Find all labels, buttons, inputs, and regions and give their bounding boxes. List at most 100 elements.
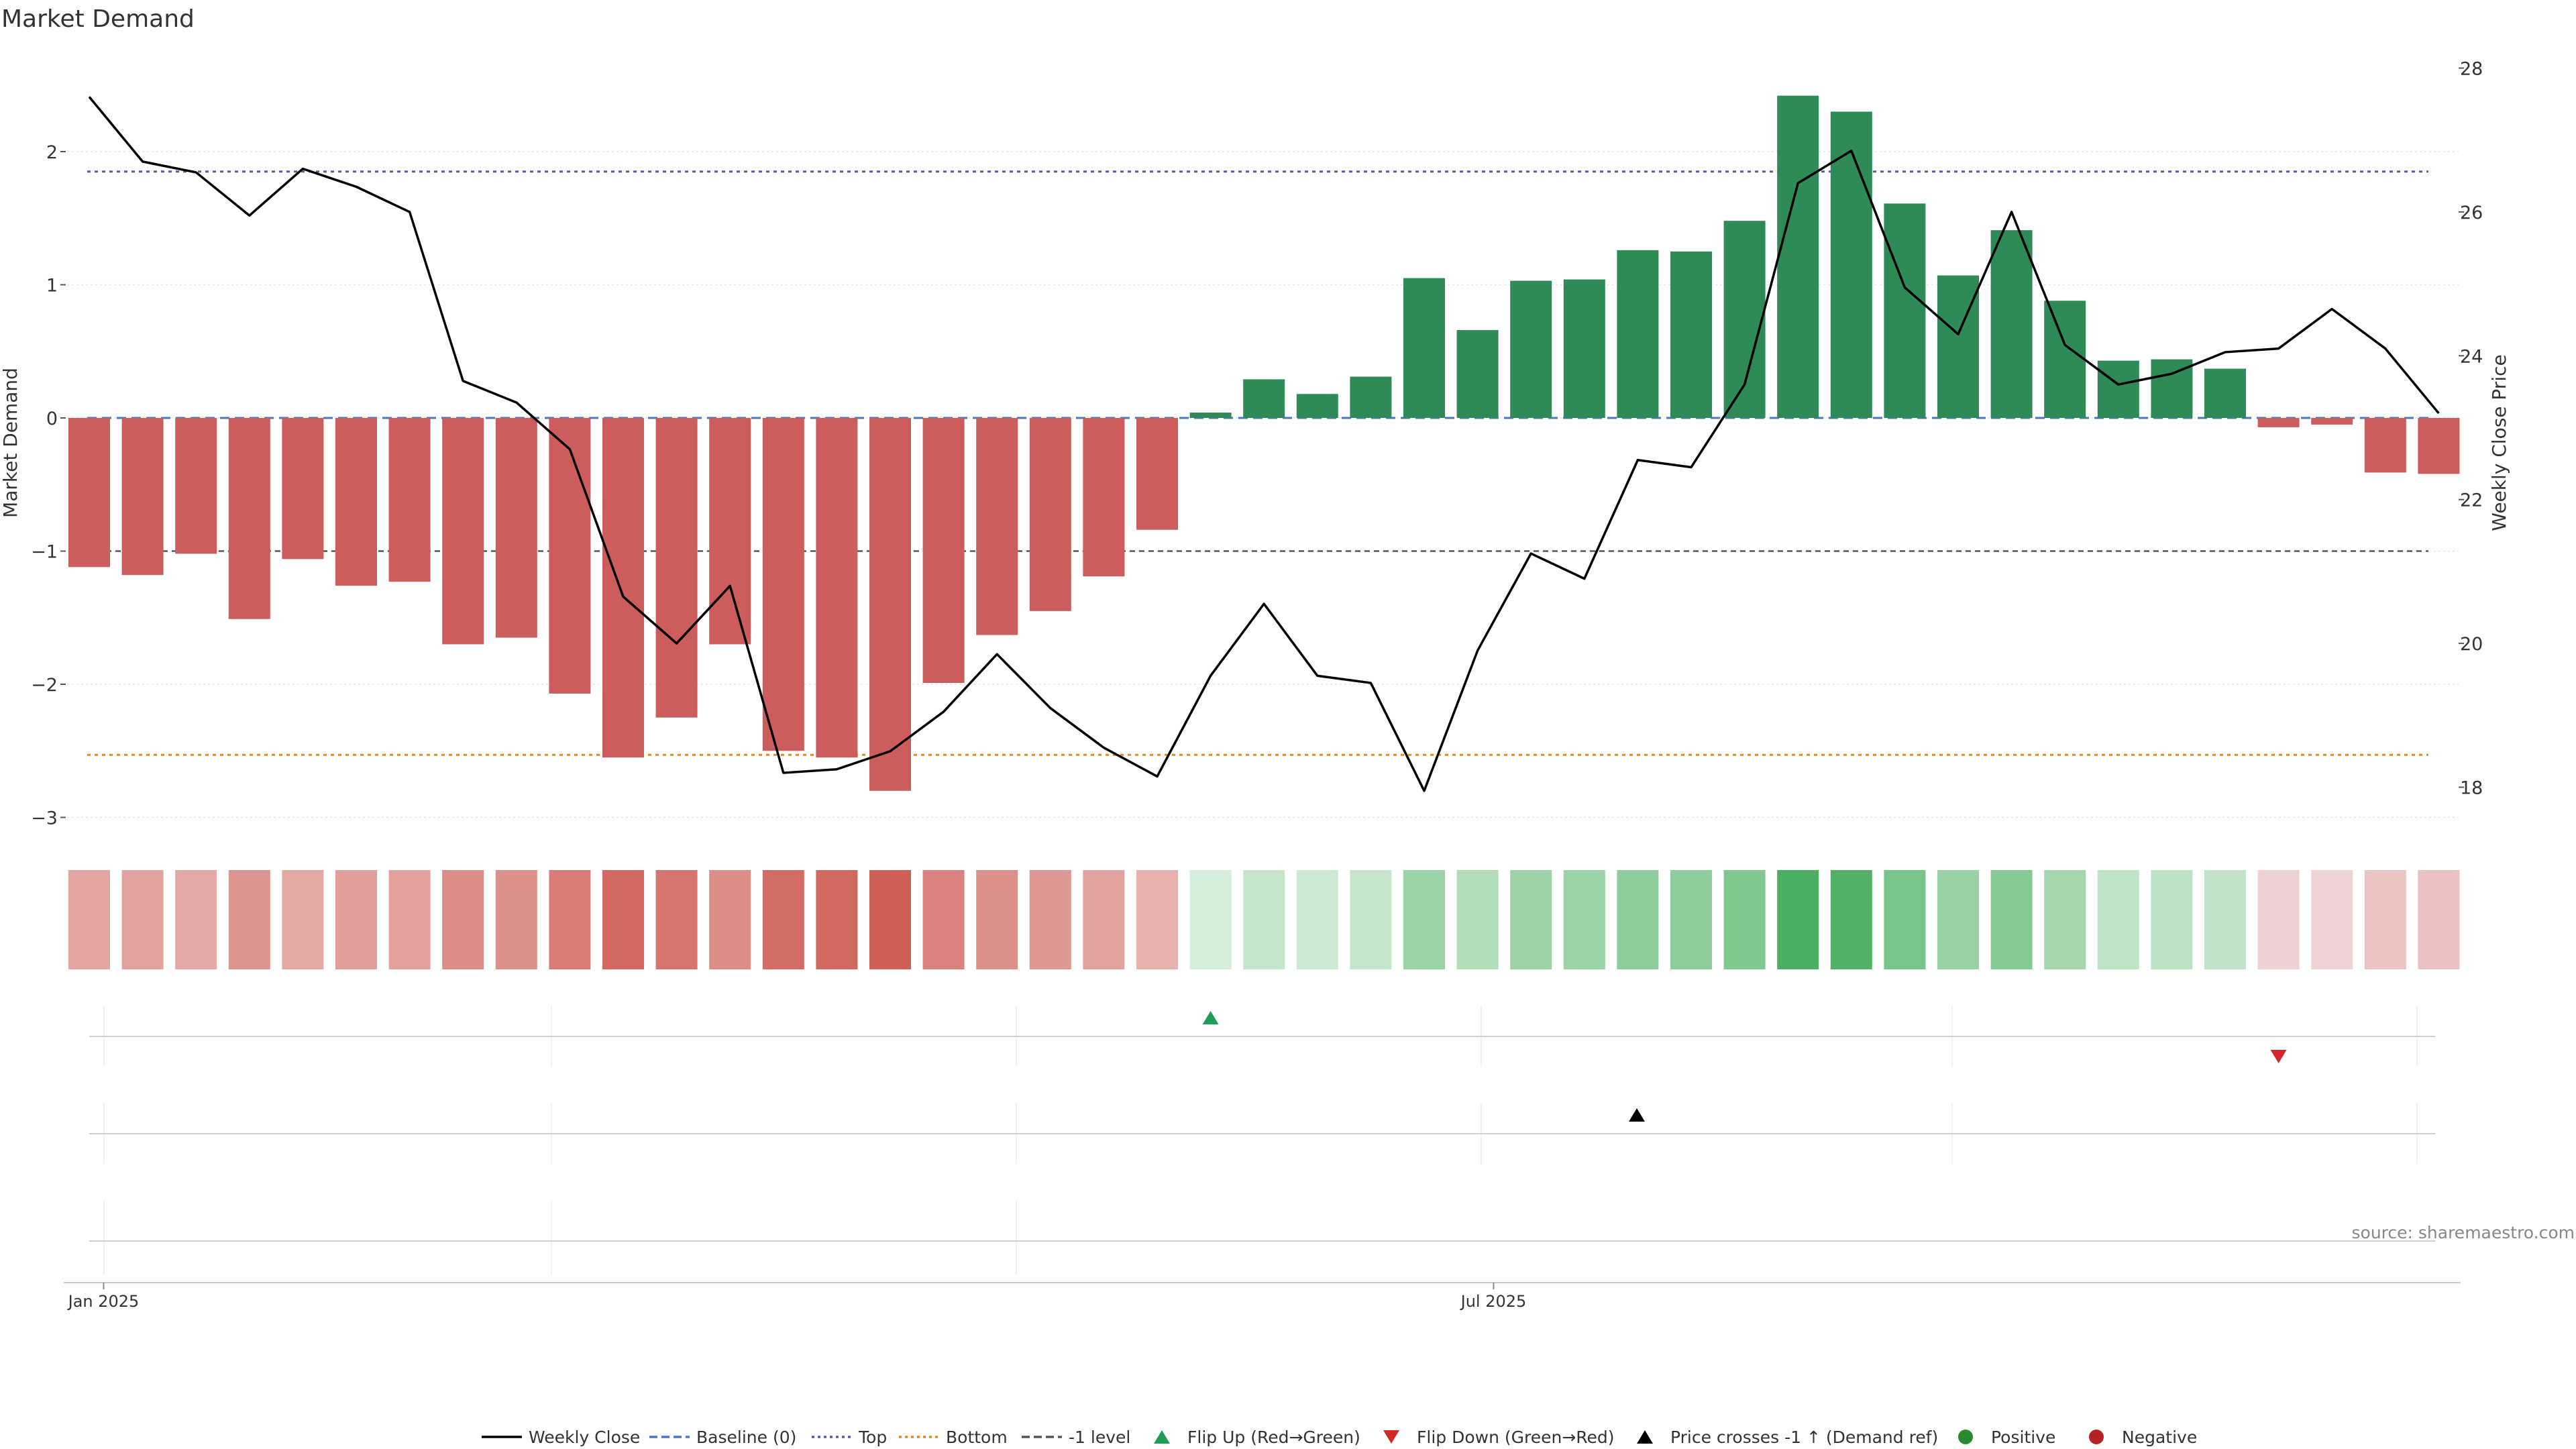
heat-cell	[1189, 870, 1232, 969]
legend-item: Price crosses -1 ↑ (Demand ref)	[1637, 1428, 1938, 1447]
flip-down-marker	[2270, 1050, 2287, 1063]
heat-cell	[1563, 870, 1605, 969]
legend-item: Weekly Close	[482, 1428, 640, 1447]
demand-bar	[816, 418, 858, 758]
demand-bar	[602, 418, 644, 758]
heat-cell	[1029, 870, 1071, 969]
legend-swatch	[1154, 1430, 1170, 1444]
demand-bars	[68, 95, 2460, 791]
legend-item: Flip Up (Red→Green)	[1154, 1428, 1360, 1447]
demand-bar	[2257, 418, 2300, 427]
right-axis: 18 20 22 24 26 28	[2459, 59, 2483, 799]
demand-heat-strip	[68, 870, 2460, 969]
heat-cell	[1136, 870, 1178, 969]
legend-item: -1 level	[1022, 1428, 1130, 1447]
x-tick-label: Jul 2025	[1460, 1292, 1527, 1311]
heat-cell	[282, 870, 324, 969]
heat-cell	[175, 870, 217, 969]
demand-bar	[442, 418, 484, 645]
y2-tick-label: 28	[2460, 59, 2483, 80]
legend-swatch	[1958, 1430, 1973, 1444]
demand-bar	[1243, 379, 1285, 418]
y2-axis-label: Weekly Close Price	[2488, 354, 2510, 531]
heat-cell	[2097, 870, 2139, 969]
demand-bar	[922, 418, 965, 684]
demand-bar	[1563, 279, 1605, 418]
heat-cell	[1350, 870, 1392, 969]
demand-bar	[2044, 301, 2086, 418]
legend-label: Weekly Close	[529, 1428, 640, 1447]
heat-cell	[1990, 870, 2033, 969]
heat-cell	[655, 870, 698, 969]
demand-bar	[175, 418, 217, 554]
legend-item: Flip Down (Green→Red)	[1383, 1428, 1615, 1447]
price-line-group	[88, 96, 2440, 792]
source-note: source: sharemaestro.com	[2352, 1223, 2575, 1242]
legend-label: Baseline (0)	[696, 1428, 796, 1447]
legend-label: -1 level	[1069, 1428, 1130, 1447]
heat-cell	[2044, 870, 2086, 969]
y2-tick-label: 24	[2460, 346, 2483, 367]
demand-bar	[1830, 111, 1872, 418]
demand-bar	[282, 418, 324, 559]
heat-cell	[2204, 870, 2246, 969]
heat-cell	[228, 870, 270, 969]
weekly-close-line	[88, 96, 2440, 792]
demand-bar	[709, 418, 751, 645]
heat-cell	[335, 870, 377, 969]
demand-bar	[1029, 418, 1071, 611]
demand-bar	[1777, 95, 1819, 418]
y2-tick-label: 20	[2460, 634, 2483, 655]
demand-bar	[1937, 275, 1979, 418]
heat-cell	[121, 870, 164, 969]
heat-cell	[869, 870, 911, 969]
demand-bar	[1136, 418, 1178, 530]
demand-bar	[655, 418, 698, 718]
legend-item: Bottom	[899, 1428, 1008, 1447]
demand-bar	[869, 418, 911, 791]
heat-cell	[816, 870, 858, 969]
demand-bar	[1670, 251, 1712, 418]
heat-cell	[1937, 870, 1979, 969]
y-tick-label: 0	[46, 409, 58, 429]
demand-bar	[1456, 329, 1499, 418]
legend-item: Positive	[1958, 1428, 2055, 1447]
y2-tick-label: 18	[2460, 778, 2483, 799]
heat-cell	[2364, 870, 2406, 969]
heat-cell	[1670, 870, 1712, 969]
y-tick-label: 2	[46, 142, 58, 163]
demand-bar	[1189, 413, 1232, 418]
demand-bar	[1617, 250, 1659, 418]
legend: Weekly Close Baseline (0) Top Bottom -1 leve…	[482, 1428, 2197, 1447]
legend-label: Flip Down (Green→Red)	[1417, 1428, 1615, 1447]
y-axis-label: Market Demand	[0, 368, 21, 518]
legend-label: Bottom	[946, 1428, 1008, 1447]
legend-label: Negative	[2122, 1428, 2197, 1447]
demand-bar	[335, 418, 377, 586]
demand-bar	[1296, 394, 1338, 418]
heat-cell	[2257, 870, 2300, 969]
heat-cell	[2418, 870, 2460, 969]
demand-bar	[68, 418, 110, 568]
level-lines	[87, 170, 2428, 756]
heat-cell	[1456, 870, 1499, 969]
heat-cell	[442, 870, 484, 969]
demand-bar	[976, 418, 1018, 635]
heat-cell	[1884, 870, 1926, 969]
heat-cell	[1296, 870, 1338, 969]
heat-cell	[1403, 870, 1445, 969]
heat-cell	[68, 870, 110, 969]
demand-bar	[495, 418, 537, 638]
demand-bar	[1083, 418, 1125, 577]
demand-bar	[2364, 418, 2406, 473]
y-tick-label: −1	[31, 542, 58, 563]
flip-up-marker	[1202, 1011, 1219, 1024]
heat-cell	[976, 870, 1018, 969]
heat-cell	[549, 870, 591, 969]
y-tick-label: −3	[31, 808, 58, 829]
heat-cell	[762, 870, 804, 969]
y-tick-label: −2	[31, 675, 58, 696]
demand-bar	[1350, 376, 1392, 418]
demand-bar	[549, 418, 591, 694]
